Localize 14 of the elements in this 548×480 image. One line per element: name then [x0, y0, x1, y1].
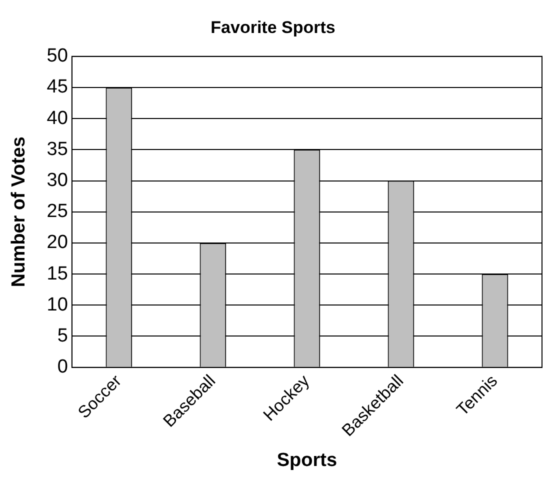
chart-title: Favorite Sports [210, 18, 336, 37]
y-tick-label: 15 [46, 263, 68, 284]
x-axis-title: Sports [276, 450, 338, 471]
y-tick-label: 20 [46, 232, 68, 254]
y-tick-label: 25 [46, 201, 68, 222]
y-tick-label: 10 [46, 294, 68, 316]
y-tick-label: 45 [46, 76, 68, 98]
y-tick-label: 5 [57, 325, 68, 346]
y-tick-label: 35 [46, 138, 68, 160]
y-tick-label: 40 [46, 108, 68, 129]
y-tick-label: 30 [46, 170, 68, 191]
y-tick-label: 50 [46, 46, 68, 67]
y-tick-label: 0 [57, 356, 68, 378]
y-axis-title: Number of Votes [8, 136, 30, 288]
